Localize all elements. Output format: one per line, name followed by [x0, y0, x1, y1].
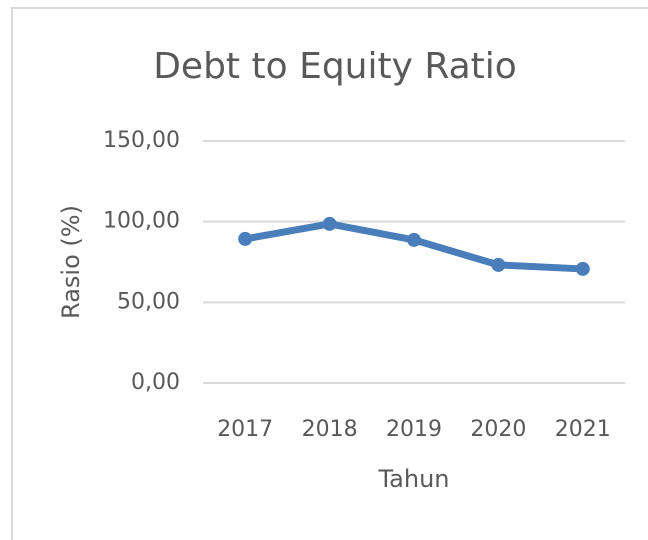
chart-title: Debt to Equity Ratio — [153, 46, 517, 87]
data-point — [575, 261, 590, 276]
x-tick-label: 2020 — [470, 417, 526, 442]
x-tick-label: 2018 — [302, 417, 358, 442]
y-tick-label: 0,00 — [131, 370, 180, 395]
chart-frame — [11, 7, 648, 540]
x-tick-label: 2021 — [555, 417, 611, 442]
data-point — [322, 216, 337, 231]
data-point — [407, 232, 421, 247]
x-tick-label: 2019 — [386, 417, 442, 442]
data-point — [238, 231, 253, 246]
y-axis-label: Rasio (%) — [57, 205, 85, 319]
y-tick-label: 50,00 — [117, 289, 180, 314]
x-tick-label: 2017 — [217, 417, 273, 442]
y-tick-label: 100,00 — [103, 209, 180, 234]
data-point — [491, 257, 506, 272]
x-axis-label: Tahun — [377, 465, 449, 493]
y-tick-label: 150,00 — [103, 128, 180, 153]
